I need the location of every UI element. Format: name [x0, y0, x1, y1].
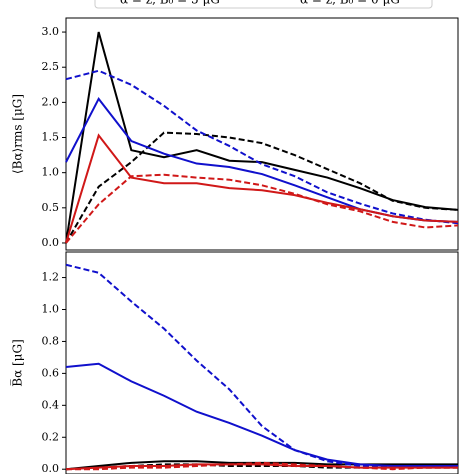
- y-tick-label: 0.6: [42, 366, 60, 379]
- y-tick-label: 0.0: [42, 462, 60, 474]
- series-line: [65, 460, 458, 471]
- y-axis-label: B̅α [μG]: [9, 339, 24, 386]
- legend-label: α = z, B₀ = 5 μG: [120, 0, 220, 7]
- y-tick-label: 3.0: [42, 25, 60, 38]
- y-tick-label: 1.2: [42, 271, 60, 284]
- plot-frame: [65, 17, 459, 251]
- y-tick-label: 0.4: [42, 398, 60, 411]
- legend-box: [94, 0, 433, 9]
- y-tick-label: 0.0: [42, 236, 60, 249]
- series-line: [65, 96, 459, 223]
- series-line: [65, 263, 458, 468]
- series-line: [65, 131, 459, 244]
- y-tick-label: 1.0: [42, 166, 60, 179]
- y-tick-label: 0.5: [42, 201, 60, 214]
- series-line: [65, 463, 458, 471]
- series-line: [66, 461, 458, 471]
- y-tick-label: 1.0: [42, 302, 60, 315]
- y-tick-label: 2.5: [42, 60, 60, 73]
- series-line: [65, 362, 458, 468]
- y-tick-label: 0.8: [42, 334, 60, 347]
- series-line: [65, 173, 459, 244]
- plot-frame: [65, 251, 459, 474]
- series-line: [65, 31, 459, 244]
- series-line: [65, 69, 459, 225]
- y-tick-label: 0.2: [42, 430, 60, 443]
- series-line: [65, 133, 459, 244]
- y-tick-label: 2.0: [42, 95, 60, 108]
- y-axis-label: ⟨Bα⟩rms [μG]: [11, 94, 25, 174]
- y-tick-label: 1.5: [42, 131, 60, 144]
- legend-label: α = z, B₀ = 0 μG: [300, 0, 400, 7]
